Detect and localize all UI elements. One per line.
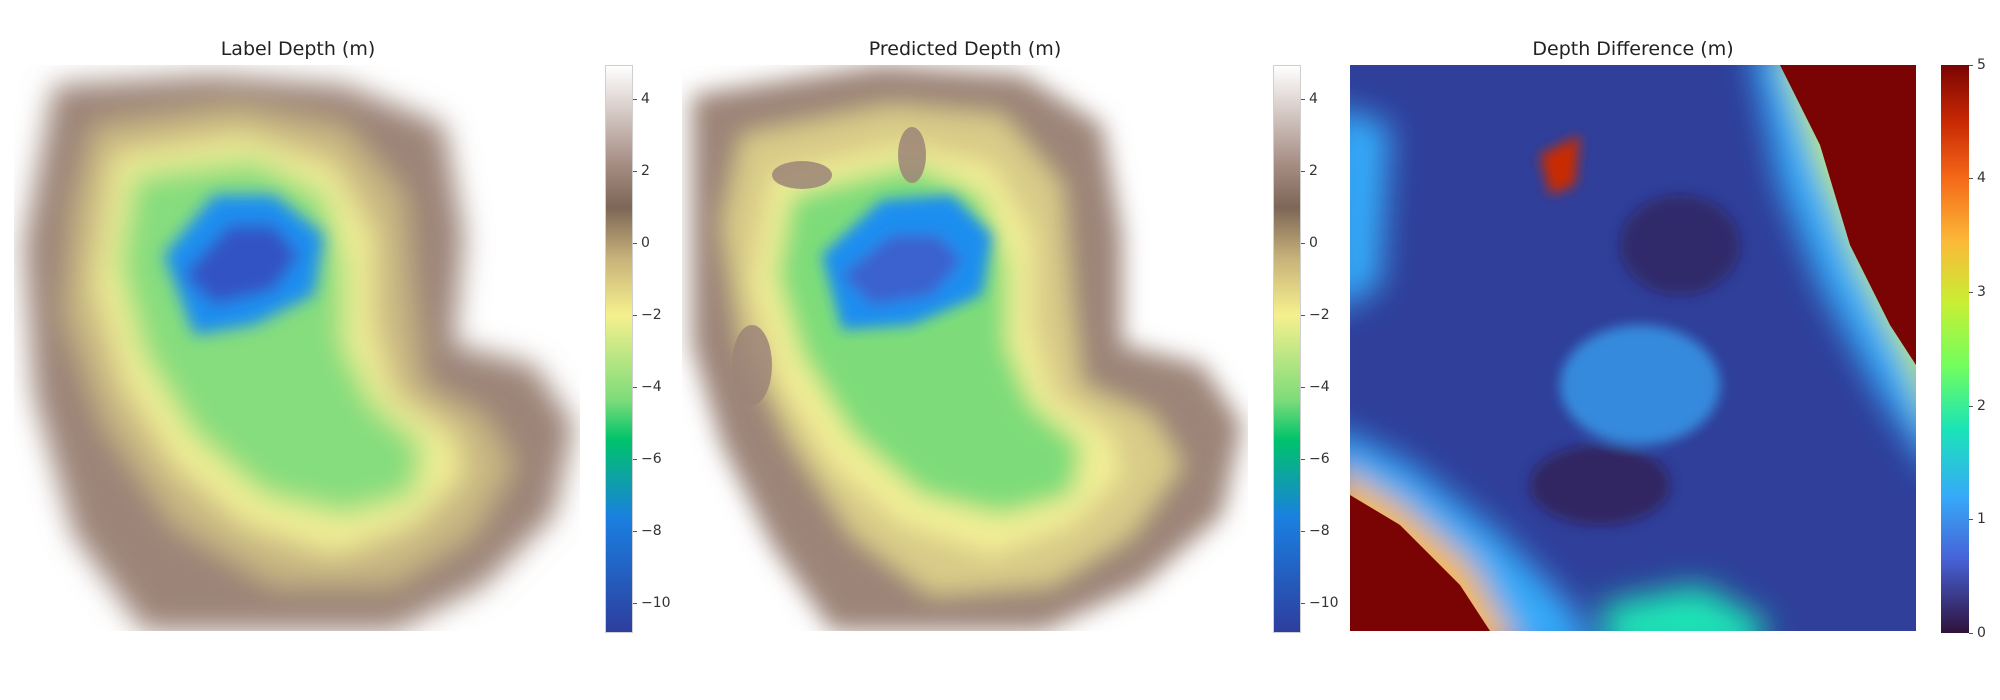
- cbar1-tick: −10: [641, 595, 671, 611]
- cbar1-tick: −4: [641, 379, 662, 395]
- cbar2-tick: 2: [1309, 163, 1318, 179]
- cbar2-tick: −10: [1309, 595, 1339, 611]
- reef-patches: [732, 127, 926, 405]
- cbar3-tick: 2: [1977, 398, 1986, 414]
- cbar3-tick: 3: [1977, 284, 1986, 300]
- label-depth-title: Label Depth (m): [220, 38, 376, 60]
- low-error-center: [1620, 195, 1740, 295]
- saturated-bottom-left: [1350, 495, 1490, 631]
- cbar3-tick: 0: [1977, 625, 1986, 641]
- cbar1-tick: 0: [641, 235, 650, 251]
- cbar3-tick: 1: [1977, 511, 1986, 527]
- cbar2-tick: −6: [1309, 451, 1330, 467]
- predicted-depth-heatmap: [682, 65, 1248, 631]
- cbar2-tick: 0: [1309, 235, 1318, 251]
- reef-error: [1540, 135, 1580, 195]
- cbar2-tick: −8: [1309, 523, 1330, 539]
- cbar3-tick: 4: [1977, 170, 1986, 186]
- cbar1-tick: −2: [641, 307, 662, 323]
- mid-lagoon-error: [1560, 325, 1720, 445]
- label-depth-heatmap: [14, 65, 580, 631]
- cbar3-tick: 5: [1977, 57, 1986, 73]
- low-error-lagoon: [1530, 445, 1670, 525]
- depth-difference-colorbar: [1941, 65, 1969, 633]
- cbar1-tick: 2: [641, 163, 650, 179]
- error-bottom-edge: [1600, 585, 1770, 631]
- label-depth-colorbar: [605, 65, 633, 633]
- cbar1-tick: −6: [641, 451, 662, 467]
- saturated-top-right: [1780, 65, 1916, 365]
- error-left-edge: [1350, 111, 1390, 303]
- depth-difference-title: Depth Difference (m): [1532, 38, 1734, 60]
- cbar2-tick: −2: [1309, 307, 1330, 323]
- cbar2-tick: 4: [1309, 91, 1318, 107]
- deepest-zone: [184, 225, 299, 305]
- cbar2-tick: −4: [1309, 379, 1330, 395]
- deepest-zone: [842, 235, 962, 305]
- predicted-depth-title: Predicted Depth (m): [868, 38, 1062, 60]
- cbar1-tick: −8: [641, 523, 662, 539]
- depth-difference-heatmap: [1350, 65, 1916, 631]
- cbar1-tick: 4: [641, 91, 650, 107]
- predicted-depth-colorbar: [1273, 65, 1301, 633]
